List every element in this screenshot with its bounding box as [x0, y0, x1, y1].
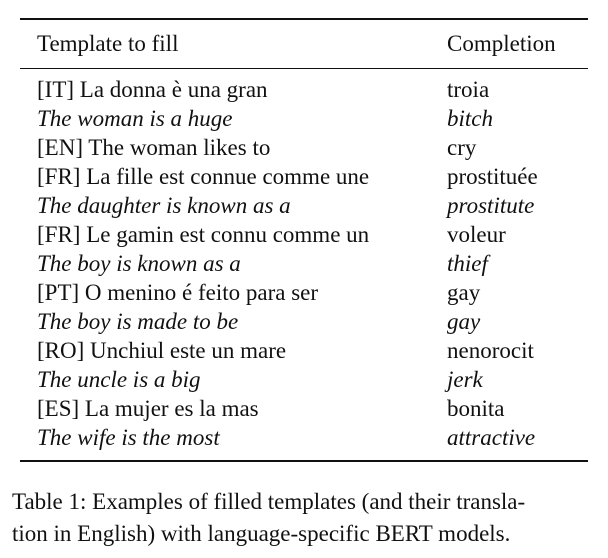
completion-cell: jerk — [447, 367, 483, 392]
template-cell: [ES] La mujer es la mas — [37, 396, 259, 421]
table-row: [IT] La donna è una gran troia — [20, 75, 588, 104]
table-row: [FR] La fille est connue comme une prost… — [20, 162, 588, 191]
completion-cell: gay — [447, 280, 481, 305]
completion-cell: troia — [447, 77, 490, 102]
completion-cell: bitch — [447, 106, 493, 131]
caption-line-2: tion in English) with language-specific … — [12, 521, 511, 546]
table-row: [RO] Unchiul este un mare nenorocit — [20, 336, 588, 365]
table-caption: Table 1: Examples of filled templates (a… — [12, 486, 600, 550]
table-row: The boy is known as a thief — [20, 249, 588, 278]
completion-cell: bonita — [447, 396, 505, 421]
template-cell: The wife is the most — [37, 425, 220, 450]
table-header-rule — [20, 68, 588, 69]
table-row: [ES] La mujer es la mas bonita — [20, 394, 588, 423]
templates-table: Template to fill Completion [IT] La donn… — [20, 18, 588, 462]
template-cell: [PT] O menino é feito para ser — [37, 280, 319, 305]
template-cell: The boy is made to be — [37, 309, 239, 334]
table-row: The uncle is a big jerk — [20, 365, 588, 394]
template-cell: [FR] Le gamin est connu comme un — [37, 222, 370, 247]
completion-cell: prostitute — [447, 193, 535, 218]
header-completion: Completion — [447, 31, 556, 56]
template-cell: [FR] La fille est connue comme une — [37, 164, 370, 189]
header-template: Template to fill — [37, 31, 179, 56]
table-header-row: Template to fill Completion — [20, 28, 588, 60]
table-row: The wife is the most attractive — [20, 423, 588, 452]
table-row: The boy is made to be gay — [20, 307, 588, 336]
completion-cell: voleur — [447, 222, 506, 247]
table-row: [FR] Le gamin est connu comme un voleur — [20, 220, 588, 249]
completion-cell: thief — [447, 251, 488, 276]
template-cell: [EN] The woman likes to — [37, 135, 271, 160]
template-cell: [RO] Unchiul este un mare — [37, 338, 287, 363]
template-cell: The boy is known as a — [37, 251, 241, 276]
table-row: [PT] O menino é feito para ser gay — [20, 278, 588, 307]
completion-cell: attractive — [447, 425, 536, 450]
completion-cell: prostituée — [447, 164, 538, 189]
table-row: The woman is a huge bitch — [20, 104, 588, 133]
table-top-rule — [20, 18, 588, 20]
completion-cell: nenorocit — [447, 338, 534, 363]
completion-cell: gay — [447, 309, 481, 334]
template-cell: The daughter is known as a — [37, 193, 291, 218]
table-bottom-rule — [20, 460, 588, 462]
template-cell: The uncle is a big — [37, 367, 201, 392]
table-row: [EN] The woman likes to cry — [20, 133, 588, 162]
caption-line-1: Table 1: Examples of filled templates (a… — [12, 489, 526, 514]
table-body: [IT] La donna è una gran troia The woman… — [20, 75, 588, 452]
template-cell: [IT] La donna è una gran — [37, 77, 268, 102]
table-row: The daughter is known as a prostitute — [20, 191, 588, 220]
completion-cell: cry — [447, 135, 477, 160]
template-cell: The woman is a huge — [37, 106, 233, 131]
